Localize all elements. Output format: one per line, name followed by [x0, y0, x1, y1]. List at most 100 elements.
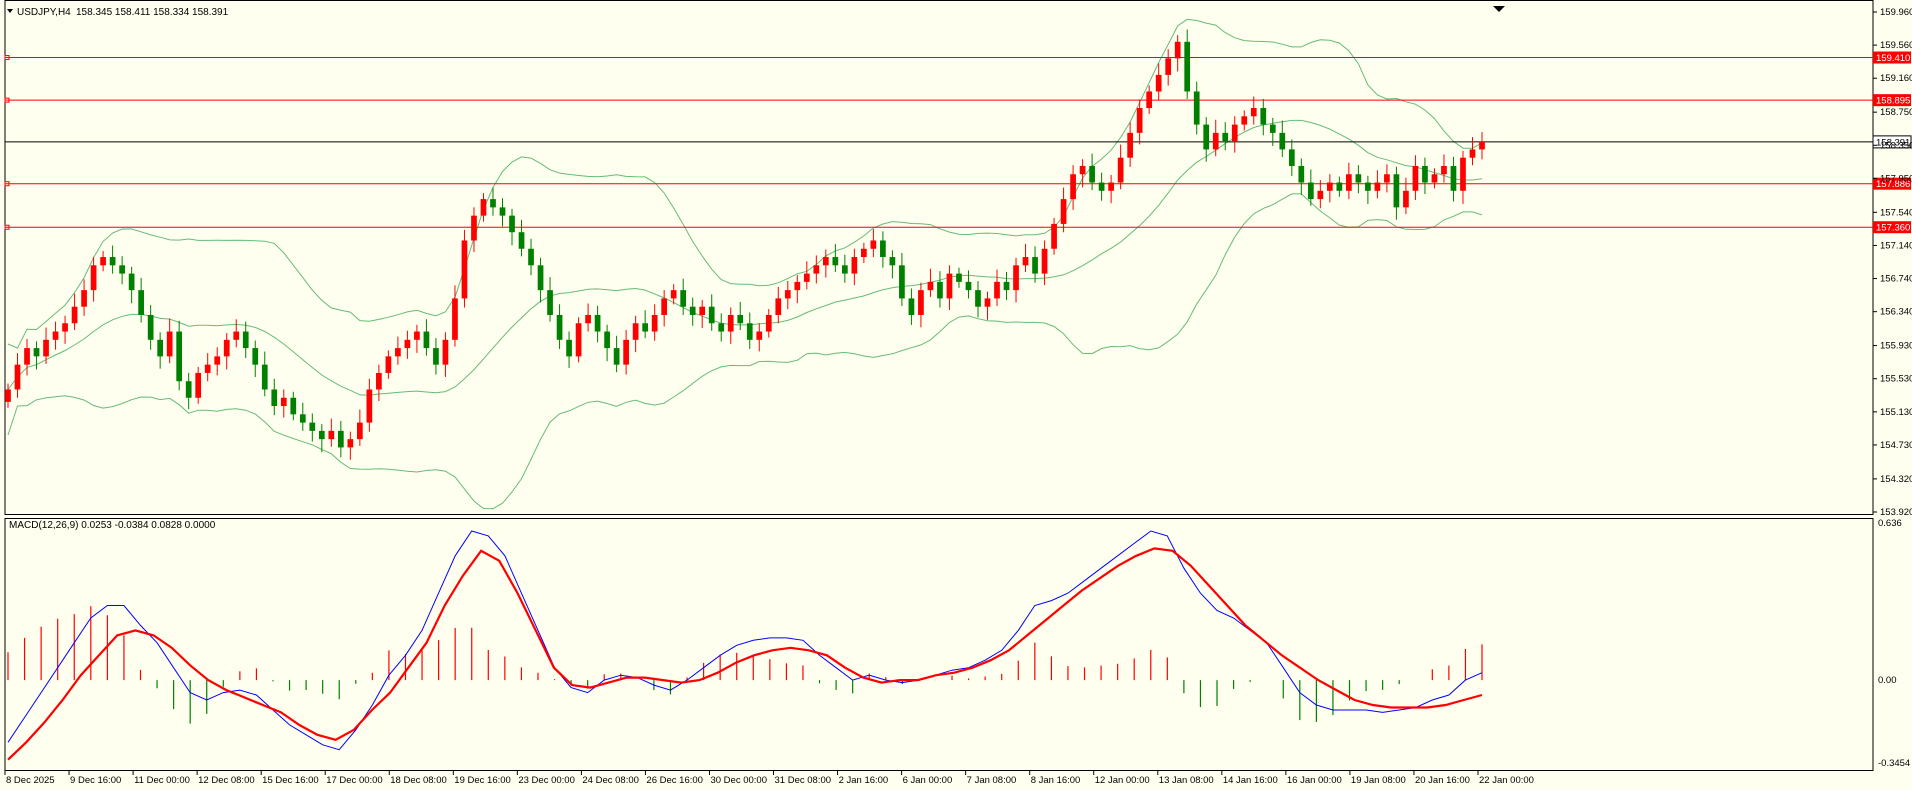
candle-body [1060, 199, 1067, 224]
time-axis-label: 16 Jan 00:00 [1287, 775, 1342, 786]
time-axis-label: 8 Dec 2025 [6, 775, 55, 786]
time-axis-label: 11 Dec 00:00 [134, 775, 190, 786]
line-anchor-icon[interactable] [4, 55, 10, 61]
candle-body [585, 314, 591, 324]
candle-body [537, 265, 544, 291]
macd-scale-bottom: -0.3454 [1878, 758, 1910, 769]
time-axis[interactable]: 8 Dec 2025 9 Dec 16:00 11 Dec 00:00 12 Dec … [4, 771, 1534, 786]
candle-body [195, 372, 202, 398]
candle-body [357, 422, 363, 440]
line-anchor-icon[interactable] [4, 224, 10, 230]
time-axis-label: 12 Jan 00:00 [1095, 775, 1150, 786]
price-scale-label: 154.730 [1880, 440, 1912, 451]
candle-body [147, 314, 154, 340]
macd-pane[interactable] [4, 518, 1874, 771]
macd-indicator [7, 530, 1483, 761]
candle-body [1165, 58, 1172, 75]
candle-body [813, 265, 820, 274]
candle-body [62, 323, 68, 332]
candle-body [290, 397, 297, 415]
candle-body [965, 281, 972, 291]
candle-body [765, 314, 772, 332]
candle-body [889, 257, 896, 266]
candle-body [975, 290, 981, 307]
candle-body [138, 290, 144, 315]
candle-body [433, 348, 439, 365]
candle-body [1269, 124, 1276, 133]
candle-body [1412, 165, 1419, 191]
candle-body [461, 240, 468, 299]
candle-body [1117, 157, 1124, 183]
candle-body [1441, 165, 1447, 175]
candle-body [1212, 132, 1219, 150]
candle-body [1460, 157, 1466, 191]
candle-body [1250, 108, 1257, 117]
bb-lower [7, 193, 1483, 510]
candle-body [33, 348, 40, 357]
time-axis-label: 9 Dec 16:00 [70, 775, 121, 786]
candle-body [233, 331, 240, 340]
time-axis-label: 30 Dec 00:00 [710, 775, 767, 786]
candle-body [784, 290, 791, 299]
price-scale[interactable]: 159.960 159.560 159.160 158.750 158.350 157.9… [1873, 7, 1912, 518]
candle-body [575, 323, 582, 357]
time-axis-label: 24 Dec 08:00 [582, 775, 639, 786]
candle-body [404, 339, 411, 349]
horizontal-lines[interactable]: 159.410 158.895 157.886 157.360 158.391 [4, 51, 1912, 234]
candle-body [24, 348, 30, 365]
candle-body [1155, 74, 1162, 92]
line-anchor-icon[interactable] [4, 181, 10, 187]
line-price-label: 159.410 [1876, 53, 1910, 64]
candle-body [100, 257, 106, 266]
time-axis-label: 31 Dec 08:00 [775, 775, 832, 786]
candle-body [1108, 182, 1114, 191]
candle-body [1479, 141, 1485, 150]
time-axis-label: 26 Dec 16:00 [646, 775, 703, 786]
price-scale-label: 158.750 [1880, 107, 1912, 118]
bb-upper [7, 18, 1483, 349]
line-anchor-icon[interactable] [4, 97, 10, 103]
price-pane[interactable] [4, 0, 1874, 515]
candle-body [366, 389, 373, 423]
candle-body [746, 323, 753, 340]
time-axis-label: 12 Dec 08:00 [198, 775, 255, 786]
candle-body [1222, 132, 1229, 142]
price-scale-label: 157.950 [1880, 173, 1912, 184]
price-scale-label: 156.740 [1880, 274, 1912, 285]
time-axis-label: 20 Jan 16:00 [1415, 775, 1470, 786]
candle-body [718, 323, 725, 332]
price-scale-label: 154.320 [1880, 474, 1912, 485]
line-price-tag [1873, 177, 1911, 190]
candle-body [490, 199, 496, 208]
candle-body [918, 290, 924, 315]
candle-body [727, 314, 734, 332]
candle-body [861, 248, 867, 258]
chart-menu-triangle-icon[interactable] [7, 9, 13, 13]
candle-body [708, 306, 715, 324]
current-price-label: 158.391 [1876, 137, 1910, 148]
candle-body [1174, 41, 1181, 59]
candle-body [1336, 182, 1343, 191]
candle-body [185, 381, 192, 398]
candle-body [1422, 165, 1428, 183]
candle-body [1365, 182, 1371, 191]
line-price-label: 158.895 [1876, 96, 1910, 107]
candle-body [851, 257, 858, 274]
candle-body [899, 265, 905, 299]
candle-body [128, 273, 135, 291]
candle-body [927, 281, 934, 291]
candle-body [832, 257, 839, 266]
shift-marker-icon[interactable] [1493, 6, 1505, 12]
line-price-tag [1873, 221, 1911, 234]
macd-scale-zero: 0.00 [1878, 675, 1897, 686]
candle-body [984, 298, 991, 307]
candle-body [242, 331, 249, 349]
candle-body [223, 339, 230, 357]
symbol-label: USDJPY,H4 [17, 7, 71, 18]
candle-body [1070, 174, 1076, 200]
price-scale-label: 155.530 [1880, 374, 1912, 385]
candle-body [1260, 108, 1267, 125]
candle-body [1355, 174, 1362, 183]
candle-body [414, 331, 420, 340]
